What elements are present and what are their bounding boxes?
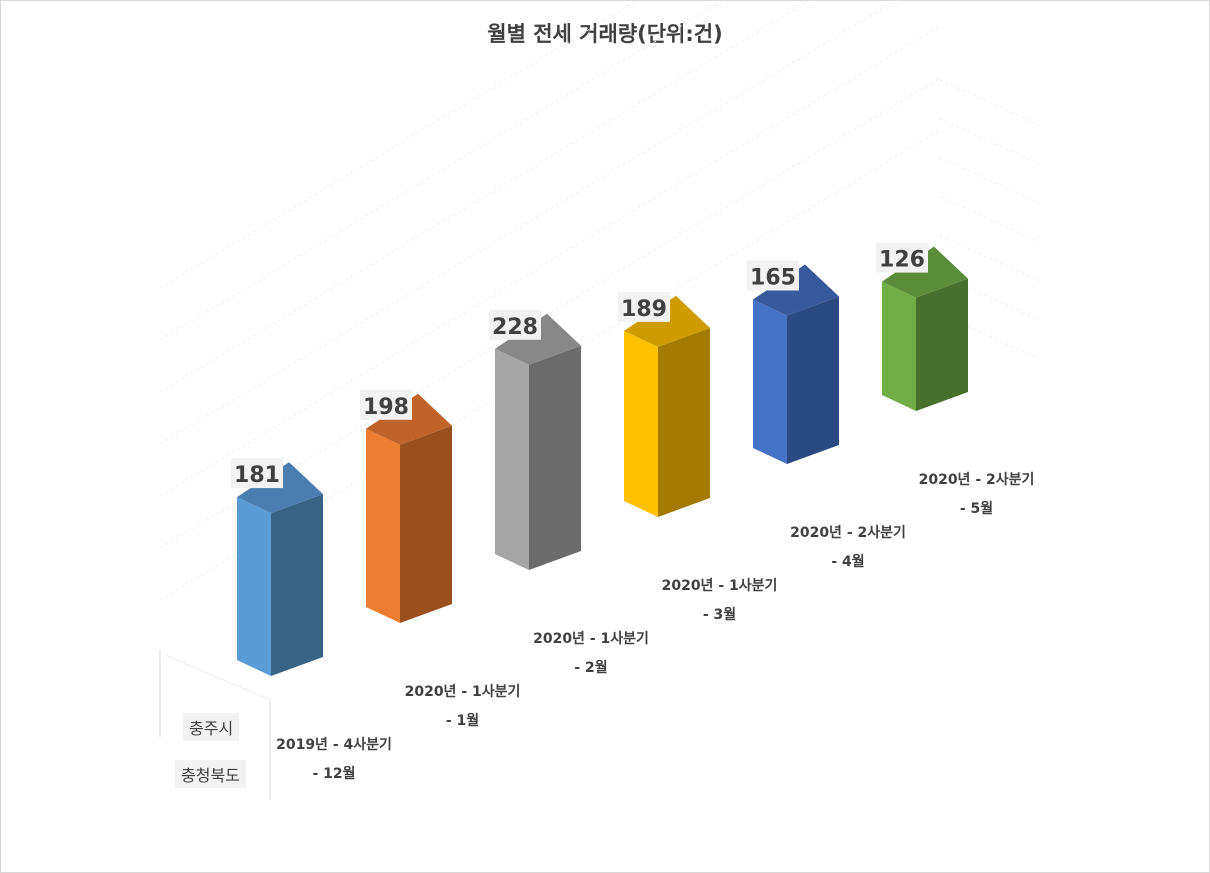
bar-6 [882,246,968,411]
bar-side-face [271,494,323,676]
bar-5 [753,264,839,464]
category-sublabel-2: - 1월 [446,712,479,729]
gridline [159,0,726,341]
data-label-1: 181 [234,463,280,488]
gridline [159,0,898,445]
category-label-1: 2019년 - 4사분기 [276,737,392,753]
category-label-6: 2020년 - 2사분기 [919,472,1035,488]
category-label-5: 2020년 - 2사분기 [790,525,906,541]
category-sublabel-6: - 5월 [960,500,993,517]
gridline [939,79,1041,126]
bar-1 [237,462,323,676]
labels-layer: 181 2019년 - 4사분기 - 12월 198 2020년 - 1사분기 - 1월 2… [231,242,1035,782]
data-label-box [876,242,928,273]
gridline [939,196,1041,243]
data-label-box [618,291,670,322]
bar-3 [495,313,581,570]
bars-layer [237,246,968,676]
data-label-4: 189 [621,297,667,322]
chart-title: 월별 전세 거래량(단위:건) [487,22,723,46]
bar-front-face [753,299,787,464]
category-sublabel-5: - 4월 [831,553,864,570]
bar-side-face [658,327,710,517]
bar-front-face [882,281,916,411]
category-label-3: 2020년 - 1사분기 [533,631,649,647]
data-label-3: 228 [492,315,538,340]
bar-front-face [495,348,529,570]
row-label-chungju: 충주시 [183,713,240,741]
axis-line [164,654,271,701]
data-label-box [489,309,541,340]
data-label-box [747,260,799,291]
bar-front-face [237,497,271,676]
data-label-2: 198 [363,395,409,420]
bar-side-face [916,278,968,411]
category-sublabel-4: - 3월 [703,606,736,623]
data-label-6: 126 [879,248,925,273]
category-sublabel-3: - 2월 [574,659,607,676]
bar-side-face [787,296,839,464]
gridline [939,157,1041,204]
bar-side-face [529,345,581,570]
category-sublabel-1: - 12월 [312,765,355,782]
category-label-4: 2020년 - 1사분기 [662,578,778,594]
gridline [159,0,639,289]
gridline [159,0,812,393]
bar-side-face [400,425,452,623]
gridline [939,235,1041,282]
category-label-2: 2020년 - 1사분기 [405,684,521,700]
bar-front-face [366,428,400,623]
bar-front-face [624,330,658,517]
data-label-box [360,389,412,420]
gridline [159,25,941,497]
data-label-box [231,458,283,489]
row-label-chungbuk: 충청북도 [175,760,246,788]
bar-2 [366,393,452,623]
gridline [939,118,1041,165]
bar-4 [624,295,710,517]
data-label-5: 165 [750,266,796,291]
